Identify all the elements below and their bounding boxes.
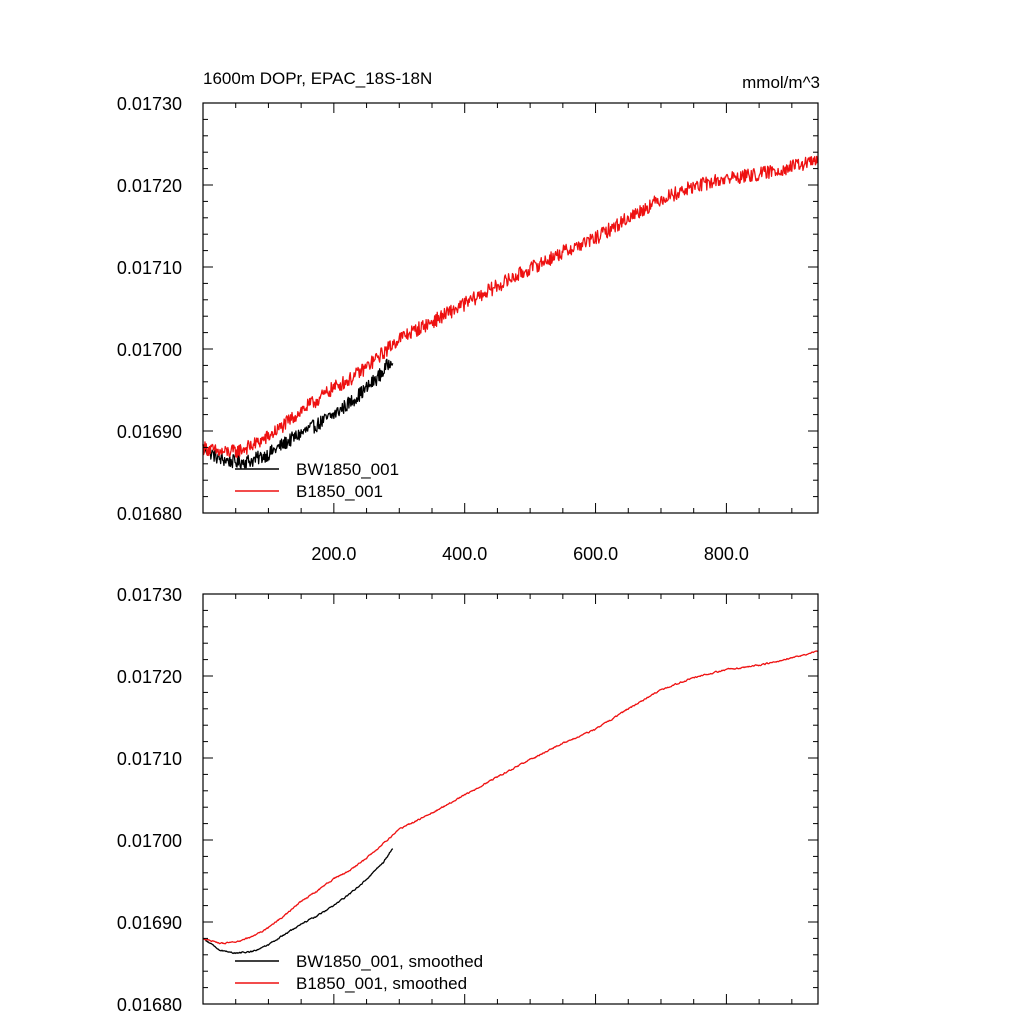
legend-label-bw1850: BW1850_001 <box>296 460 399 479</box>
legend: BW1850_001, smoothed B1850_001, smoothed <box>235 952 483 993</box>
y-tick-label: 0.01710 <box>117 749 182 769</box>
y-tick-label: 0.01690 <box>117 913 182 933</box>
plot-frame <box>202 593 819 1005</box>
series-line-bw1850-001-smoothed <box>202 848 394 955</box>
legend-label-b1850: B1850_001 <box>296 482 383 501</box>
y-tick-label: 0.01720 <box>117 667 182 687</box>
panel-smoothed: 0.01680 0.01690 0.01700 0.01710 0.01720 … <box>117 585 819 1015</box>
y-axis-labels: 0.01680 0.01690 0.01700 0.01710 0.01720 … <box>117 585 182 1015</box>
series-line-b1850-001-smoothed <box>202 650 819 945</box>
y-tick-label: 0.01720 <box>117 176 182 196</box>
series-layer <box>202 155 819 469</box>
legend-label-b1850-smoothed: B1850_001, smoothed <box>296 974 467 993</box>
y-tick-label: 0.01680 <box>117 995 182 1015</box>
x-axis-labels: 200.0 400.0 600.0 800.0 <box>311 544 749 564</box>
tick-layer <box>203 102 818 514</box>
y-axis-labels: 0.01680 0.01690 0.01700 0.01710 0.01720 … <box>117 94 182 524</box>
tick-layer <box>203 593 818 1005</box>
legend-label-bw1850-smoothed: BW1850_001, smoothed <box>296 952 483 971</box>
chart-title: 1600m DOPr, EPAC_18S-18N <box>203 69 432 88</box>
legend: BW1850_001 B1850_001 <box>235 460 399 501</box>
series-line-bw1850-001 <box>202 358 394 469</box>
plot-frame <box>202 102 819 514</box>
x-tick-label: 400.0 <box>442 544 487 564</box>
series-line-b1850-001 <box>202 155 819 459</box>
y-tick-label: 0.01730 <box>117 585 182 605</box>
y-tick-label: 0.01680 <box>117 504 182 524</box>
y-tick-label: 0.01700 <box>117 831 182 851</box>
panel-raw: 1600m DOPr, EPAC_18S-18N mmol/m^3 0.0168… <box>117 69 820 564</box>
series-layer <box>202 650 819 955</box>
units-label: mmol/m^3 <box>742 73 820 92</box>
x-tick-label: 600.0 <box>573 544 618 564</box>
x-tick-label: 800.0 <box>704 544 749 564</box>
y-tick-label: 0.01700 <box>117 340 182 360</box>
y-tick-label: 0.01710 <box>117 258 182 278</box>
y-tick-label: 0.01690 <box>117 422 182 442</box>
x-tick-label: 200.0 <box>311 544 356 564</box>
y-tick-label: 0.01730 <box>117 94 182 114</box>
